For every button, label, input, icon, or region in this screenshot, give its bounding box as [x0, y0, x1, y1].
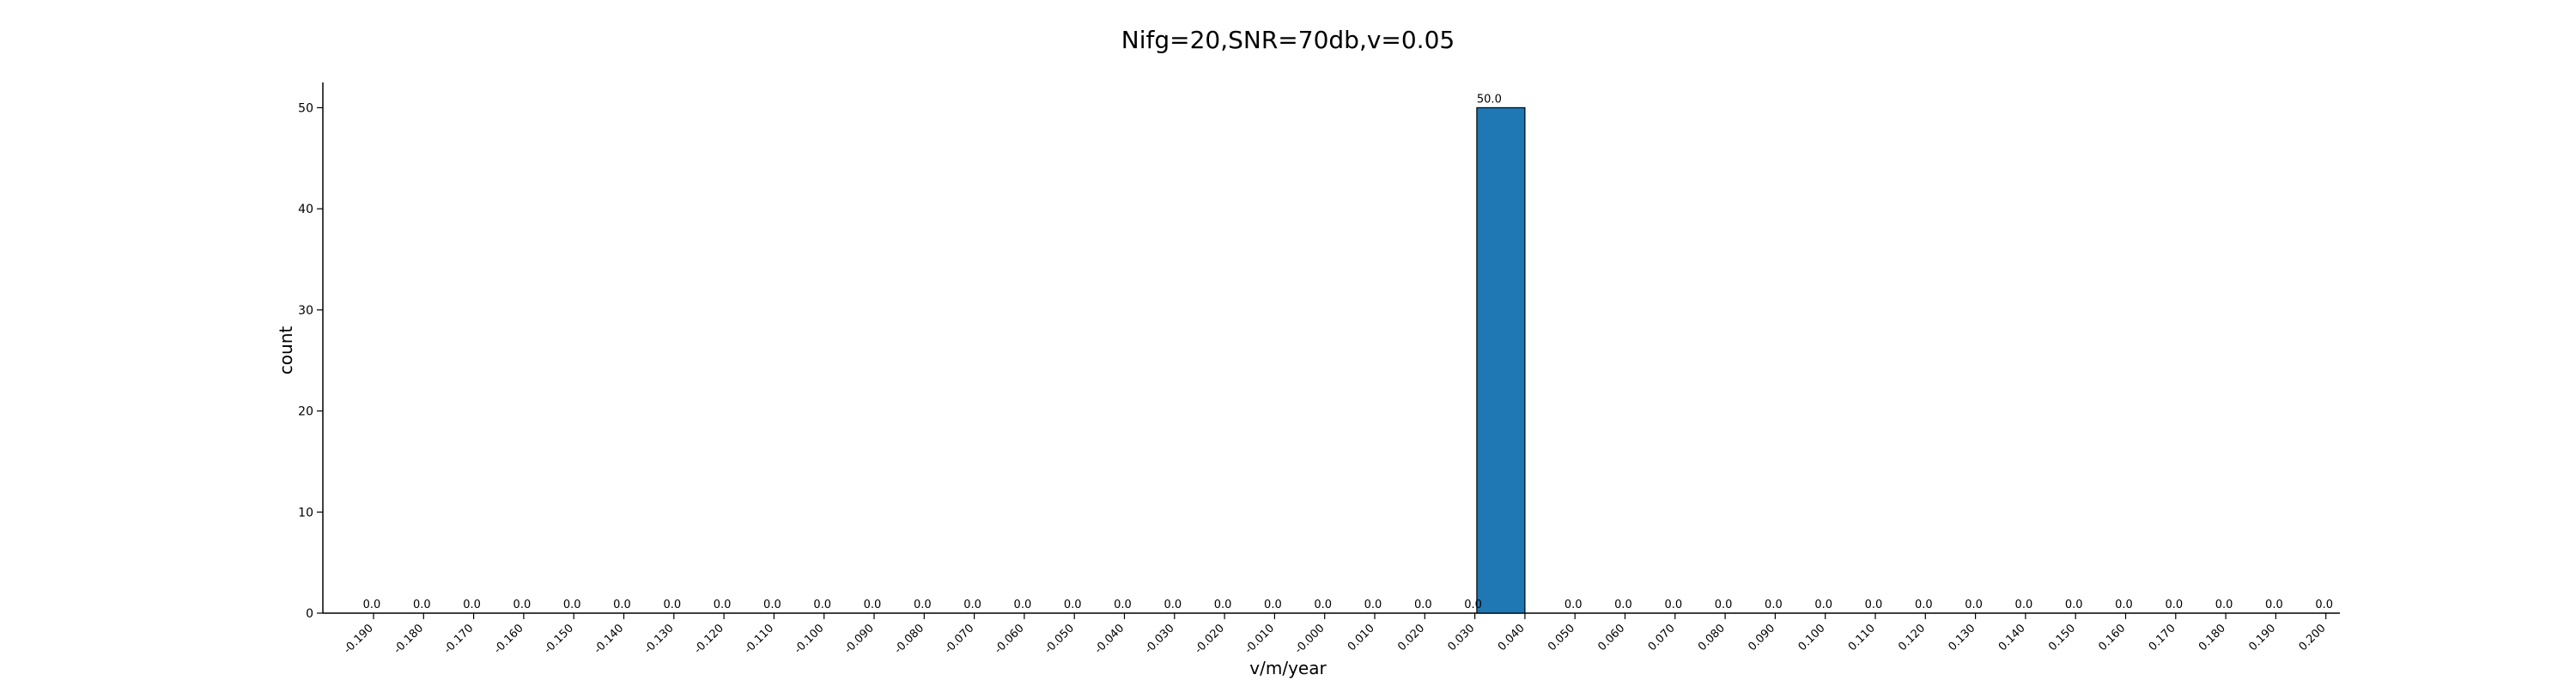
bar-value-label: 0.0	[1464, 599, 1482, 611]
y-tick-label: 30	[298, 304, 313, 318]
bar-value-label: 0.0	[864, 599, 882, 611]
x-tick-label: 0.040	[1496, 622, 1528, 654]
x-tick-label: -0.010	[1242, 622, 1277, 656]
bar-value-label: 0.0	[663, 599, 681, 611]
x-tick-label: -0.150	[542, 622, 576, 656]
x-tick-label: 0.200	[2297, 622, 2329, 654]
x-tick-label: 0.110	[1846, 622, 1878, 654]
bar-value-label: 0.0	[1114, 599, 1132, 611]
x-tick-label: 0.100	[1796, 622, 1828, 654]
x-tick-label: -0.060	[992, 622, 1026, 656]
bar-value-label: 0.0	[563, 599, 581, 611]
x-tick-label: -0.130	[641, 622, 676, 656]
x-tick-label: 0.120	[1896, 622, 1928, 654]
x-tick-label: 0.090	[1746, 622, 1777, 654]
bar-value-label: 0.0	[463, 599, 481, 611]
bar-value-label: 0.0	[2115, 599, 2133, 611]
bar-value-label: 0.0	[1614, 599, 1632, 611]
x-tick-label: 0.150	[2046, 622, 2078, 654]
bar-value-label: 0.0	[613, 599, 631, 611]
bar-value-label: 0.0	[1314, 599, 1332, 611]
bar-value-label: 0.0	[1414, 599, 1432, 611]
bar-value-label: 0.0	[1364, 599, 1382, 611]
x-tick-label: -0.070	[942, 622, 976, 656]
bar-value-label: 0.0	[2165, 599, 2183, 611]
bar-value-label: 0.0	[1915, 599, 1933, 611]
x-tick-label: -0.050	[1042, 622, 1077, 656]
bar-value-label: 0.0	[2015, 599, 2033, 611]
x-tick-label: -0.040	[1092, 622, 1127, 656]
y-tick-label: 20	[298, 405, 313, 419]
bar-value-label: 0.0	[2315, 599, 2333, 611]
bar-value-label: 0.0	[1765, 599, 1783, 611]
x-tick-label: 0.190	[2246, 622, 2278, 654]
x-tick-label: 0.050	[1546, 622, 1577, 654]
x-tick-label: -0.160	[491, 622, 526, 656]
x-tick-label: 0.180	[2196, 622, 2228, 654]
bar-value-label: 0.0	[1264, 599, 1282, 611]
x-tick-label: 0.080	[1696, 622, 1728, 654]
data-labels: 0.0 0.0 0.0 0.0 0.0 0.0 0.0 0.0 0.0 0.0 0.0 0.0 0.0 0…	[363, 93, 2333, 611]
bar	[1476, 106, 1526, 614]
bar-value-label: 0.0	[1014, 599, 1032, 611]
bar-value-label: 0.0	[714, 599, 732, 611]
bar-value-label: 0.0	[2265, 599, 2283, 611]
x-tick-label: -0.140	[592, 622, 626, 656]
x-tick-label: 0.130	[1947, 622, 1978, 654]
x-tick-label: -0.080	[892, 622, 927, 656]
bar-value-label: 0.0	[2065, 599, 2083, 611]
x-tick-label: 0.060	[1595, 622, 1627, 654]
bar-value-label: 0.0	[1214, 599, 1232, 611]
bar-value-label: 0.0	[413, 599, 431, 611]
bar-value-label: 0.0	[363, 599, 381, 611]
y-tick-label: 0	[306, 607, 313, 621]
bar-value-label: 0.0	[1064, 599, 1082, 611]
bar-value-label: 0.0	[914, 599, 932, 611]
bar-value-label: 0.0	[513, 599, 532, 611]
chart-title: Nifg=20,SNR=70db,v=0.05	[1121, 26, 1455, 54]
bar-value-label: 50.0	[1477, 93, 1502, 106]
x-tick-label: -0.180	[392, 622, 426, 656]
x-tick-label: -0.030	[1142, 622, 1176, 656]
bar-value-label: 0.0	[1965, 599, 1983, 611]
bars	[1476, 106, 1526, 614]
bar-value-label: 0.0	[1564, 599, 1583, 611]
bar-value-label: 0.0	[1664, 599, 1682, 611]
bar-value-label: 0.0	[813, 599, 831, 611]
x-tick-label: -0.100	[792, 622, 826, 656]
x-tick-label: 0.170	[2147, 622, 2178, 654]
axes: 0 10 20 30 40 50 -0.190 -0.180 -0.170 -0.160 -0.15…	[298, 82, 2340, 656]
y-tick-label: 50	[298, 101, 313, 115]
x-tick-label: 0.160	[2096, 622, 2128, 654]
bar-value-label: 0.0	[963, 599, 981, 611]
x-tick-label: -0.020	[1193, 622, 1227, 656]
x-tick-label: -0.090	[842, 622, 877, 656]
x-tick-label: -0.120	[692, 622, 726, 656]
x-tick-label: -0.110	[742, 622, 776, 656]
x-axis-label: v/m/year	[1249, 658, 1327, 678]
bar-value-label: 0.0	[1814, 599, 1832, 611]
y-tick-label: 10	[298, 506, 313, 520]
x-tick-label: -0.190	[342, 622, 376, 656]
bar-value-label: 0.0	[1865, 599, 1883, 611]
x-tick-label: 0.030	[1446, 622, 1478, 654]
x-tick-label: 0.070	[1646, 622, 1678, 654]
bar-value-label: 0.0	[763, 599, 781, 611]
bar-value-label: 0.0	[2215, 599, 2233, 611]
x-tick-label: 0.020	[1395, 622, 1427, 654]
x-tick-label: -0.000	[1292, 622, 1327, 656]
x-tick-label: 0.010	[1346, 622, 1377, 654]
bar-value-label: 0.0	[1163, 599, 1182, 611]
x-tick-label: 0.140	[1996, 622, 2028, 654]
x-tick-label: -0.170	[441, 622, 476, 656]
bar-value-label: 0.0	[1715, 599, 1733, 611]
y-tick-label: 40	[298, 203, 313, 216]
